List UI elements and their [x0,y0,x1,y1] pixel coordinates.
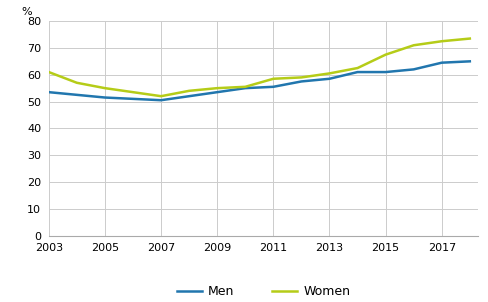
Men [411,68,417,71]
Men [467,59,473,63]
Women [411,43,417,47]
Men [74,93,80,97]
Men [326,77,332,81]
Women [355,66,361,70]
Women [467,37,473,40]
Legend: Men, Women: Men, Women [172,280,355,302]
Men [46,90,52,94]
Women [158,94,164,98]
Women [46,70,52,74]
Line: Women: Women [49,39,470,96]
Women [130,90,136,94]
Men [243,86,248,90]
Line: Men: Men [49,61,470,100]
Women [74,81,80,85]
Women [270,77,276,81]
Women [214,86,220,90]
Women [102,86,108,90]
Men [130,97,136,101]
Women [326,72,332,75]
Text: %: % [21,7,32,17]
Men [439,61,445,65]
Men [158,98,164,102]
Women [186,89,192,93]
Men [214,90,220,94]
Men [186,94,192,98]
Women [299,76,305,79]
Men [270,85,276,88]
Women [439,40,445,43]
Men [102,96,108,99]
Men [355,70,361,74]
Women [383,53,388,56]
Men [383,70,388,74]
Women [243,85,248,88]
Men [299,80,305,83]
